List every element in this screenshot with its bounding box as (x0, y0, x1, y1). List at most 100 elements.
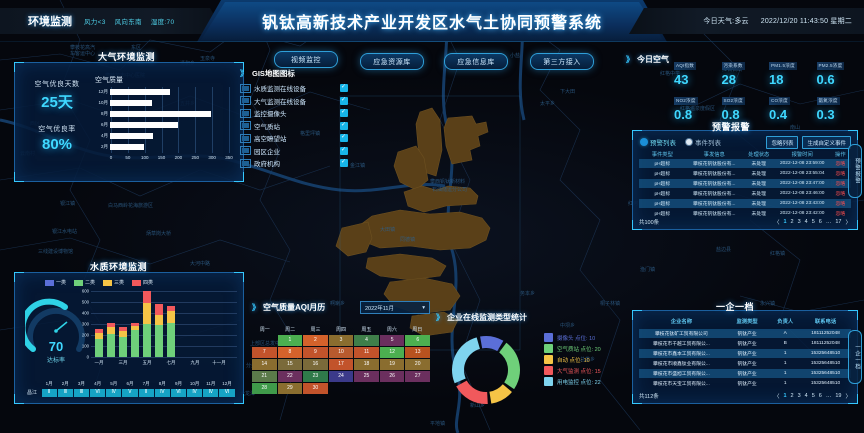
calendar-day-cell[interactable]: 21 (252, 371, 277, 382)
table-row[interactable]: pH超标 攀枝花钒钛股份有... 未处理 2022-12-08 23:46:00 忽略 (639, 189, 851, 198)
calendar-day-cell[interactable]: 15 (277, 359, 303, 370)
nav-button-emergency-resource[interactable]: 应急资源库 (360, 53, 424, 70)
gis-layer-menu[interactable]: 》 GIS地图图标 水质监测在线设备大气监测在线设备监控摄像头空气质站高空瞭望站… (240, 68, 348, 170)
table-row[interactable]: 攀枝花钛矿工贸有限公司 钒钛产业 A 18111252048 (639, 329, 851, 338)
calendar-day-cell[interactable]: 25 (354, 371, 379, 382)
next-page[interactable]: 〉 (845, 220, 851, 226)
tab-event-list[interactable]: 事件列表 (686, 137, 721, 147)
calendar-day-cell[interactable]: 16 (303, 359, 328, 370)
calendar-day-cell[interactable]: 13 (405, 347, 430, 358)
prev-page[interactable]: 〈 (773, 220, 780, 226)
page-number[interactable]: 2 (790, 393, 794, 399)
calendar-day-cell[interactable]: 30 (303, 383, 328, 394)
page-number[interactable]: … (825, 393, 832, 399)
page-number[interactable]: 6 (818, 219, 822, 225)
prev-page[interactable]: 〈 (773, 394, 780, 400)
next-page[interactable]: 〉 (845, 394, 851, 400)
cell[interactable]: 忽略 (835, 182, 846, 187)
calendar-day-cell[interactable]: 7 (252, 347, 277, 358)
create-custom-event-button[interactable]: 生成自定义事件 (802, 136, 851, 149)
table-row[interactable]: pH超标 攀枝花钒钛股份有... 未处理 2022-12-08 23:42:00 忽略 (639, 209, 851, 218)
calendar-day-cell[interactable]: 14 (252, 359, 277, 370)
page-number[interactable]: 5 (811, 393, 815, 399)
nav-button-third-party[interactable]: 第三方接入 (530, 53, 594, 70)
page-number[interactable]: 17 (835, 219, 842, 225)
tab-warning-list[interactable]: 预警列表 (641, 137, 676, 147)
gis-layer-item[interactable]: 监控摄像头 (240, 107, 348, 120)
ignore-list-button[interactable]: 忽略列表 (766, 136, 799, 149)
table-row[interactable]: 攀枝花市千越工贸有限公... 钒钛产业 B 18111252048 (639, 339, 851, 348)
calendar-day-cell[interactable]: 4 (354, 335, 379, 346)
donut-slice[interactable] (456, 380, 488, 404)
calendar-day-cell[interactable]: 18 (354, 359, 379, 370)
calendar-day-cell[interactable]: 10 (328, 347, 354, 358)
calendar-day-cell[interactable]: 11 (354, 347, 379, 358)
calendar-day-cell[interactable]: 22 (277, 371, 303, 382)
page-number[interactable]: 2 (790, 219, 794, 225)
cell[interactable]: 忽略 (835, 172, 846, 177)
alert-tabs[interactable]: 预警列表 事件列表 (641, 137, 721, 147)
table-row[interactable]: pH超标 攀枝花钒钛股份有... 未处理 2022-12-08 23:47:00 忽略 (639, 179, 851, 188)
calendar-day-cell[interactable]: 28 (252, 383, 277, 394)
gis-layer-item[interactable]: 大气监测在线设备 (240, 95, 348, 108)
page-number[interactable]: 1 (783, 393, 787, 399)
gis-layer-item[interactable]: 高空瞭望站 (240, 132, 348, 145)
gis-layer-item[interactable]: 水质监测在线设备 (240, 82, 348, 95)
calendar-day-cell[interactable]: 6 (405, 335, 430, 346)
table-row[interactable]: 攀枝花市鑫本工贸有限公... 钒钛产业 1 15325648510 (639, 349, 851, 358)
calendar-day-grid[interactable]: 1 2 3 4 5 6 7 8 9 10 11 12 13 14 15 16 17 18 19 20 21 22 23 24 2… (252, 335, 430, 394)
calendar-day-cell[interactable]: 26 (379, 371, 405, 382)
table-row[interactable]: 攀枝花市盛旭工贸有限公... 钒钛产业 1 15325648510 (639, 369, 851, 378)
calendar-day-cell[interactable]: 3 (328, 335, 354, 346)
page-number[interactable]: 1 (783, 219, 787, 225)
layer-checkbox[interactable] (340, 83, 348, 93)
side-tab-company[interactable]: 一企一档 (848, 330, 862, 384)
side-tab-alert[interactable]: 预警报警 (848, 144, 862, 198)
gis-layer-item[interactable]: 空气质站 (240, 120, 348, 133)
page-number[interactable]: 3 (797, 219, 801, 225)
page-number[interactable]: 6 (818, 393, 822, 399)
nav-button-video-monitor[interactable]: 视频监控 (274, 51, 338, 68)
calendar-day-cell[interactable]: 2 (303, 335, 328, 346)
nav-button-emergency-info[interactable]: 应急信息库 (444, 53, 508, 70)
gis-layer-item[interactable]: 园区企业 (240, 145, 348, 158)
calendar-day-cell[interactable]: 8 (277, 347, 303, 358)
cell[interactable]: 忽略 (835, 212, 846, 217)
calendar-day-cell[interactable]: 29 (277, 383, 303, 394)
company-pagination[interactable]: 共112条 〈 1 2 3 4 5 6… 19 〉 (639, 392, 851, 400)
alert-action-buttons[interactable]: 忽略列表 生成自定义事件 (766, 136, 851, 149)
cell[interactable]: 忽略 (835, 192, 846, 197)
page-number[interactable]: 19 (835, 393, 842, 399)
cell[interactable]: 忽略 (835, 202, 846, 207)
calendar-day-cell[interactable]: 17 (328, 359, 354, 370)
donut-slice[interactable] (499, 342, 520, 390)
calendar-month-select[interactable]: 2022年11月 ▾ (360, 301, 430, 314)
page-number[interactable]: 3 (797, 393, 801, 399)
alert-pagination[interactable]: 共100条 〈 1 2 3 4 5 6… 17 〉 (639, 218, 851, 226)
page-number[interactable]: 5 (811, 219, 815, 225)
page-number[interactable]: … (825, 219, 832, 225)
calendar-day-cell[interactable]: 23 (303, 371, 328, 382)
donut-slice[interactable] (480, 336, 504, 352)
calendar-day-cell[interactable]: 9 (303, 347, 328, 358)
layer-checkbox[interactable] (340, 108, 348, 118)
calendar-day-cell[interactable]: 20 (405, 359, 430, 370)
layer-checkbox[interactable] (340, 146, 348, 155)
layer-checkbox[interactable] (340, 121, 348, 130)
table-row[interactable]: 攀枝花市天宝工贸有限公... 钒钛产业 1 15325648510 (639, 379, 851, 388)
table-row[interactable]: 攀枝花市顺鑫钛业有限公... 钒钛产业 1 15325648510 (639, 359, 851, 368)
table-row[interactable]: pH超标 攀枝花钒钛股份有... 未处理 2022-12-08 23:59:00 忽略 (639, 159, 851, 168)
page-number[interactable]: 4 (804, 219, 808, 225)
page-number[interactable]: 4 (804, 393, 808, 399)
table-row[interactable]: pH超标 攀枝花钒钛股份有... 未处理 2022-12-08 23:55:04 忽略 (639, 169, 851, 178)
calendar-day-cell[interactable]: 12 (379, 347, 405, 358)
cell[interactable]: 忽略 (835, 162, 846, 167)
calendar-day-cell[interactable]: 1 (277, 335, 303, 346)
donut-slice[interactable] (489, 384, 512, 404)
layer-checkbox[interactable] (340, 96, 348, 105)
donut-slice[interactable] (452, 337, 480, 384)
layer-checkbox[interactable] (340, 158, 348, 168)
table-row[interactable]: pH超标 攀枝花钒钛股份有... 未处理 2022-12-08 23:43:00 忽略 (639, 199, 851, 208)
calendar-day-cell[interactable]: 27 (405, 371, 430, 382)
calendar-day-cell[interactable]: 19 (379, 359, 405, 370)
